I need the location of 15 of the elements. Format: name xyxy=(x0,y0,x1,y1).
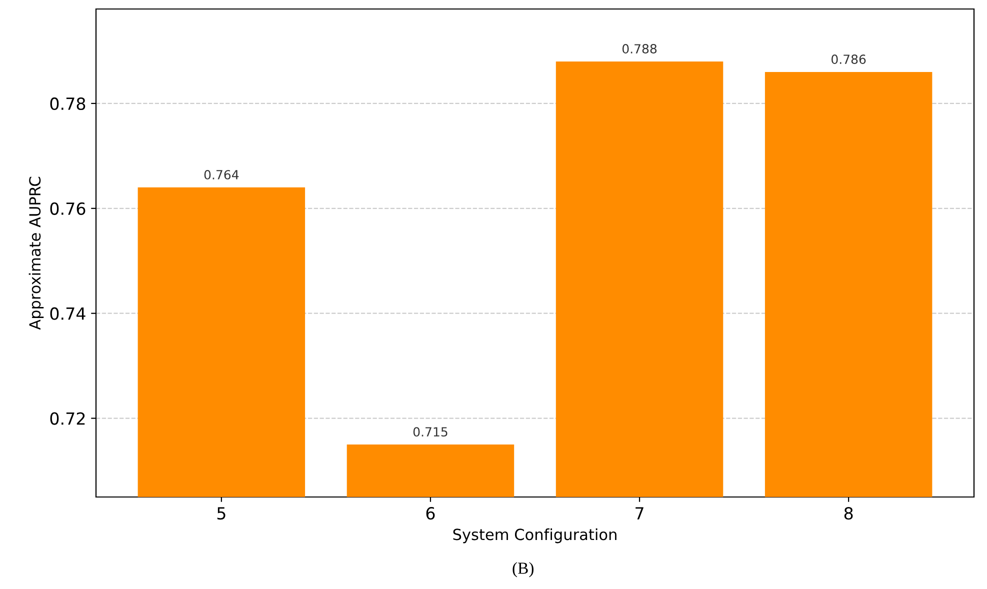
x-tick-label: 7 xyxy=(636,507,644,520)
y-axis-title: Approximate AUPRC xyxy=(28,176,44,330)
x-axis-title: System Configuration xyxy=(453,528,616,544)
y-tick-label: 0.74 xyxy=(50,307,86,320)
data-label: 0.786 xyxy=(832,54,866,64)
y-tick-label: 0.76 xyxy=(50,202,86,215)
text: (B) xyxy=(512,562,534,578)
y-tick-label: 0.72 xyxy=(50,412,85,425)
data-label: 0.715 xyxy=(413,427,448,437)
data-label: 0.764 xyxy=(204,170,239,180)
x-tick-label: 8 xyxy=(844,507,853,520)
data-label: 0.788 xyxy=(622,44,657,54)
x-tick-label: 6 xyxy=(426,507,435,520)
y-tick-label: 0.78 xyxy=(50,97,86,110)
x-tick-label: 5 xyxy=(217,507,226,520)
